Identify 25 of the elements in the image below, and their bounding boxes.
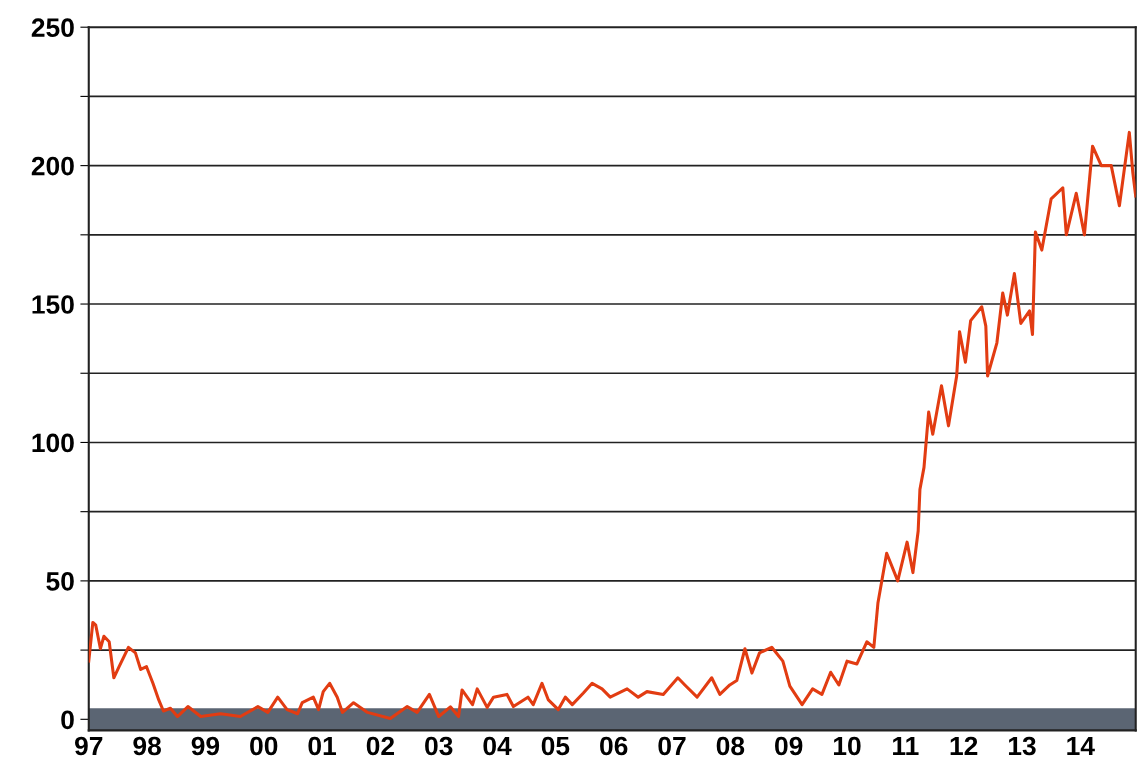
y-tick-label: 50 [46,572,74,591]
x-tick-label: 02 [366,736,395,756]
x-tick-label: 99 [191,736,220,756]
y-tick-label: 250 [31,18,74,38]
x-tick-label: 00 [250,736,278,756]
x-tick-label: 04 [483,736,512,756]
x-tick-label: 98 [133,736,161,756]
y-tick-label: 100 [32,433,74,453]
y-tick-label: 0 [61,710,74,730]
x-tick-label: 08 [716,736,745,756]
y-tick-label: 200 [31,156,74,176]
x-tick-label: 13 [1008,736,1036,756]
x-tick-label: 97 [75,736,103,756]
x-tick-label: 12 [950,736,978,756]
x-tick-label: 01 [308,736,337,756]
x-tick-label: 11 [893,736,919,756]
y-tick-label: 150 [32,295,74,314]
x-tick-label: 14 [1067,736,1095,756]
line-series [88,130,1136,721]
x-tick-label: 06 [600,736,628,756]
x-tick-label: 07 [658,736,686,756]
x-tick-label: 09 [775,736,803,756]
x-tick-label: 05 [541,736,570,756]
x-tick-label: 03 [425,736,453,756]
x-tick-label: 10 [833,736,861,756]
